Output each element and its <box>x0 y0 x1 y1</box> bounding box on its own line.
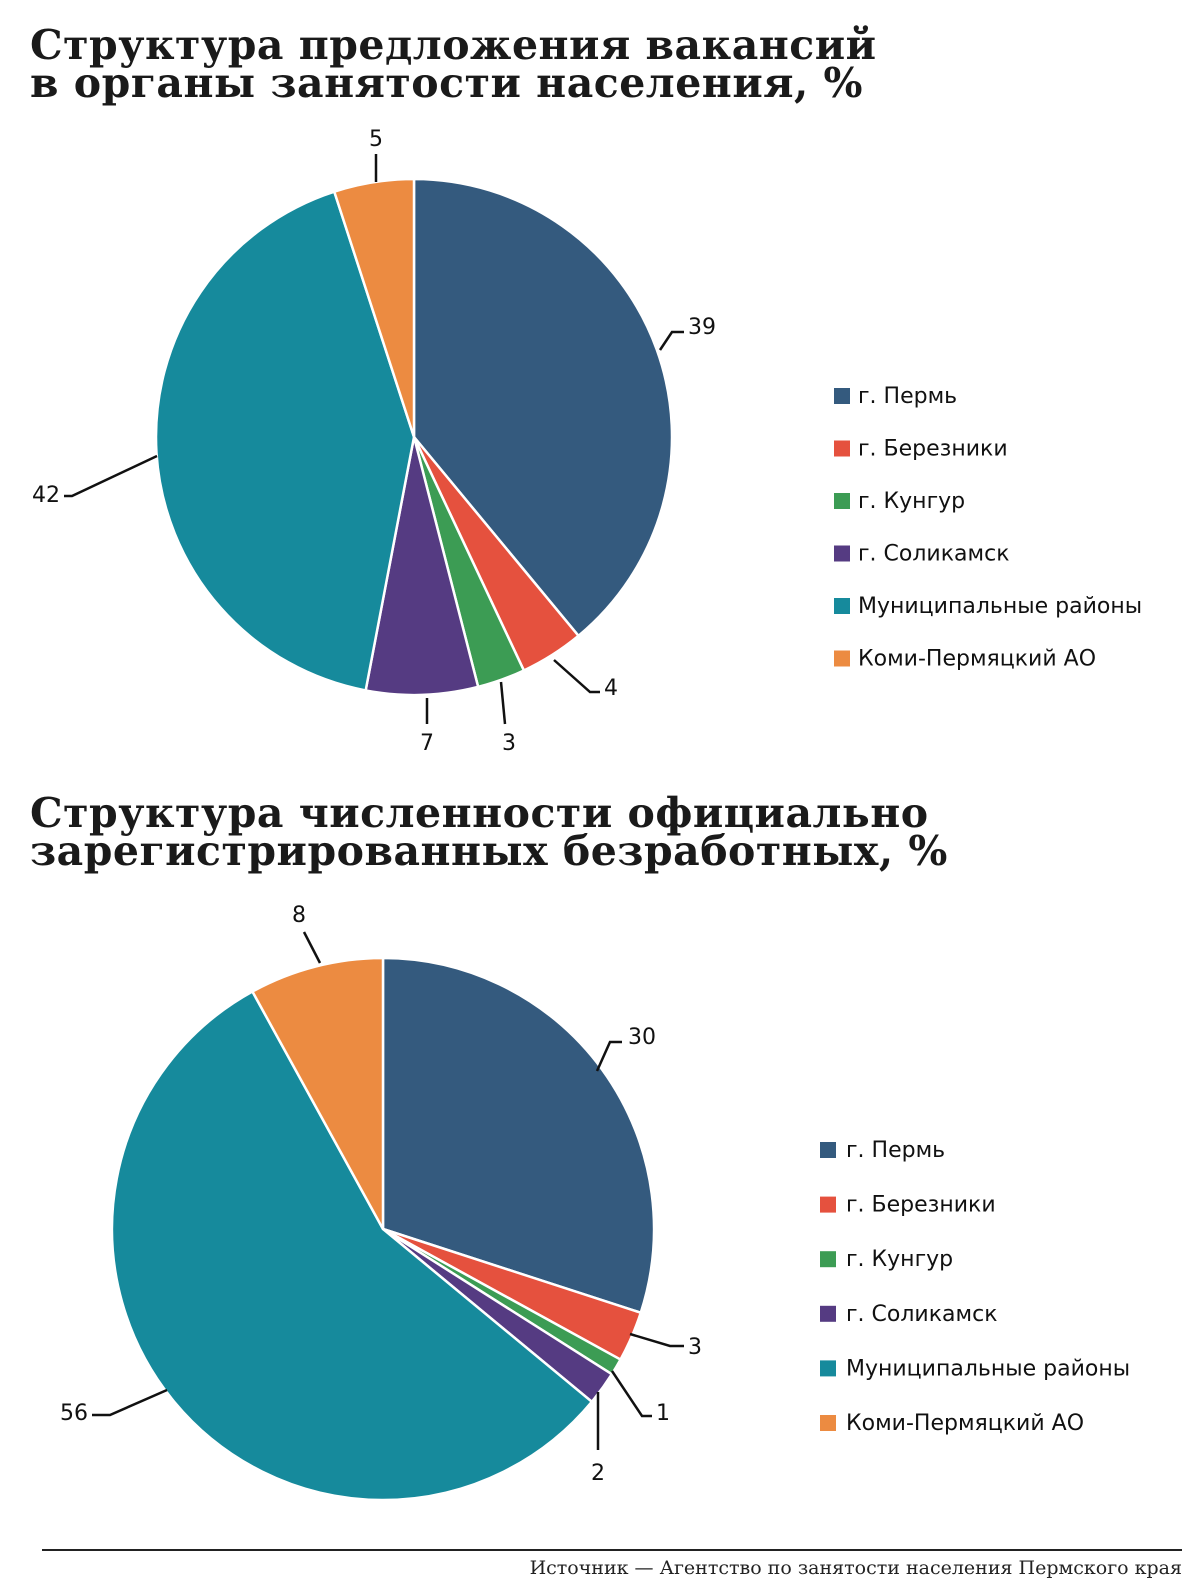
footer-divider <box>42 1549 1182 1551</box>
source-note: Источник — Агентство по занятости населе… <box>529 1557 1182 1579</box>
leader-line-муниципальные-районы <box>92 1388 168 1417</box>
data-label-г-березники: 4 <box>604 676 618 701</box>
legend-label-г-березники: г. Березники <box>858 437 1008 462</box>
legend-label-коми-пермяцкий-ао: Коми-Пермяцкий АО <box>858 647 1096 672</box>
leader-line-г-березники <box>629 1332 684 1348</box>
leader-line-г-пермь <box>658 330 684 351</box>
legend-swatch-г-пермь <box>834 388 850 404</box>
chart1-title: Структура предложения вакансий в органы … <box>30 21 877 107</box>
leader-line-муниципальные-районы <box>64 454 158 498</box>
legend-label-г-соликамск: г. Соликамск <box>846 1302 997 1327</box>
pie-slice-г-пермь <box>381 956 656 1314</box>
chart2-title: Структура численности официально зарегис… <box>30 789 948 875</box>
data-label-г-березники: 3 <box>688 1335 702 1360</box>
data-label-муниципальные-районы: 42 <box>32 483 60 508</box>
data-label-г-кунгур: 3 <box>502 731 516 756</box>
legend-label-г-соликамск: г. Соликамск <box>858 542 1009 567</box>
legend-swatch-г-пермь <box>820 1142 836 1158</box>
pie-slice-коми-пермяцкий-ао <box>251 956 385 1231</box>
leader-line-г-кунгур <box>499 681 507 725</box>
legend-label-г-кунгур: г. Кунгур <box>846 1247 953 1272</box>
legend-swatch-коми-пермяцкий-ао <box>834 650 850 667</box>
pie-slice-коми-пермяцкий-ао <box>333 177 416 439</box>
legend-swatch-г-березники <box>834 440 850 457</box>
leader-line-г-кунгур <box>610 1370 652 1418</box>
legend-swatch-коми-пермяцкий-ао <box>820 1415 836 1431</box>
legend-swatch-муниципальные-районы <box>834 598 850 614</box>
data-label-г-соликамск: 7 <box>420 731 434 756</box>
data-label-г-пермь: 30 <box>628 1025 656 1050</box>
leader-line-коми-пермяцкий-ао <box>302 931 322 964</box>
chart1-title-line2: в органы занятости населения, % <box>30 59 864 107</box>
data-label-коми-пермяцкий-ао: 5 <box>369 127 383 152</box>
pie-slice-муниципальные-районы <box>110 990 594 1502</box>
legend-label-г-пермь: г. Пермь <box>846 1138 945 1163</box>
data-label-г-пермь: 39 <box>688 315 716 340</box>
data-label-коми-пермяцкий-ао: 8 <box>292 903 306 928</box>
chart2-title-line2: зарегистрированных безработных, % <box>30 827 948 875</box>
pie-slice-г-соликамск <box>364 435 480 697</box>
legend-label-муниципальные-районы: Муниципальные районы <box>846 1356 1130 1381</box>
legend-label-г-березники: г. Березники <box>846 1193 996 1218</box>
legend-swatch-г-березники <box>820 1196 836 1213</box>
legend-swatch-г-кунгур <box>820 1251 836 1268</box>
leader-line-г-пермь <box>595 1040 622 1072</box>
pie-chart-vacancies: 39 4 3 7 42 5 г. Пермь г. Березники г. Кунгур г. … <box>32 127 1142 756</box>
chart2-title-line1: Структура численности официально <box>30 789 929 837</box>
leader-line-г-березники <box>553 659 600 694</box>
pie-chart-unemployed: 30 3 1 2 56 8 г. Пермь г. Березники г. Кунгур г. … <box>60 903 1130 1502</box>
pie-slice-г-пермь <box>412 177 674 638</box>
legend-swatch-г-кунгур <box>834 493 850 509</box>
pie-slice-муниципальные-районы <box>154 190 416 692</box>
legend-label-коми-пермяцкий-ао: Коми-Пермяцкий АО <box>846 1411 1084 1436</box>
data-label-г-соликамск: 2 <box>591 1461 605 1486</box>
legend-swatch-г-соликамск <box>834 545 850 562</box>
chart1-title-line1: Структура предложения вакансий <box>30 21 877 69</box>
data-label-г-кунгур: 1 <box>656 1401 670 1426</box>
data-label-муниципальные-районы: 56 <box>60 1401 88 1426</box>
legend-swatch-муниципальные-районы <box>820 1360 836 1377</box>
legend-label-г-пермь: г. Пермь <box>858 384 957 409</box>
legend-label-муниципальные-районы: Муниципальные районы <box>858 594 1142 619</box>
legend-swatch-г-соликамск <box>820 1305 836 1322</box>
legend-label-г-кунгур: г. Кунгур <box>858 489 965 514</box>
